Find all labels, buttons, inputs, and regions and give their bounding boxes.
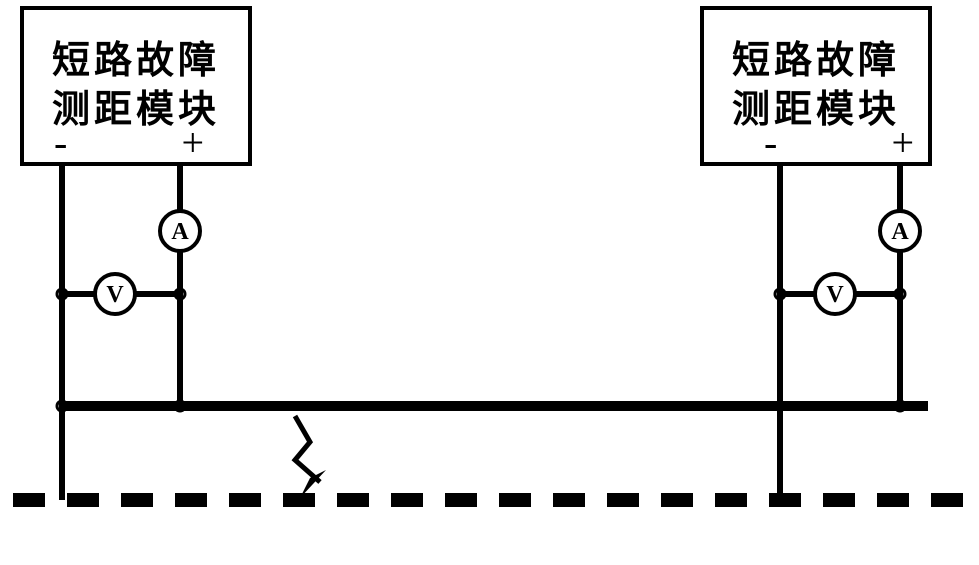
diagram-svg: A V A V	[0, 0, 979, 565]
fault-zigzag	[295, 416, 320, 482]
ammeter-left-label: A	[171, 219, 189, 245]
voltmeter-right-label: V	[826, 282, 844, 308]
voltmeter-left-label: V	[106, 282, 124, 308]
ammeter-right-label: A	[891, 219, 909, 245]
